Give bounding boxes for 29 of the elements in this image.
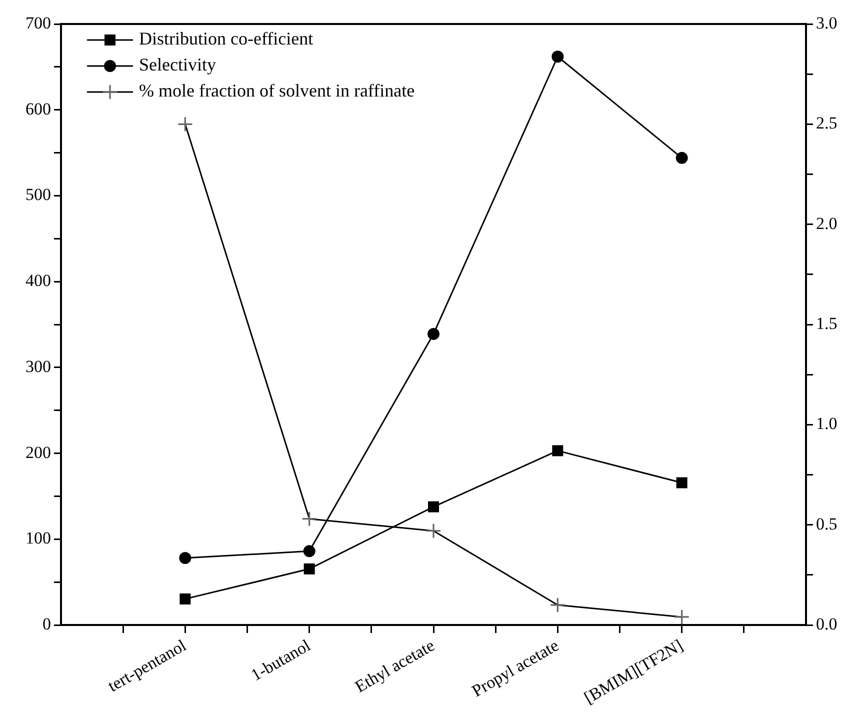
y-tick-label: 300	[26, 356, 51, 376]
y-tick-label: 700	[26, 13, 51, 32]
point	[180, 593, 191, 604]
y2-tick-label: 0.5	[816, 514, 838, 534]
legend-label: Distribution co-efficient	[139, 28, 314, 49]
y2-tick-label: 2.0	[816, 214, 838, 233]
y-tick-label: 200	[26, 442, 51, 462]
point	[303, 545, 316, 558]
y-tick-label: 100	[26, 528, 51, 548]
legend-label: % mole fraction of solvent in raffinate	[139, 80, 415, 101]
point	[428, 328, 440, 340]
point	[676, 477, 688, 488]
point	[552, 445, 564, 456]
y-tick-label: 0	[42, 614, 51, 634]
point	[304, 563, 315, 574]
y-tick-label: 600	[26, 99, 51, 118]
y2-tick-label: 1.0	[816, 414, 838, 434]
point	[179, 552, 192, 564]
y-tick-label: 400	[26, 271, 51, 290]
y-tick-label: 500	[26, 185, 51, 204]
x-tick-label: Ethyl acetate	[352, 636, 438, 696]
y2-tick-label: 0.0	[816, 614, 838, 634]
point	[428, 501, 439, 512]
y2-tick-label: 2.5	[816, 114, 838, 133]
point	[676, 152, 688, 164]
y2-tick-label: 1.5	[816, 314, 838, 333]
y2-tick-label: 3.0	[816, 13, 838, 32]
point	[552, 50, 564, 63]
legend-label: Selectivity	[139, 54, 216, 75]
